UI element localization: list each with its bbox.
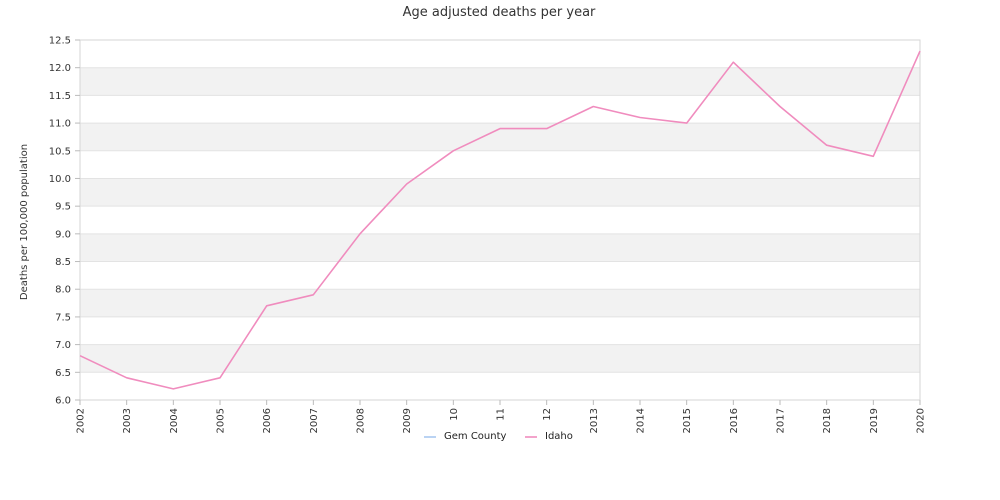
legend: Gem County Idaho	[424, 431, 573, 442]
x-tick-label: 2016	[729, 408, 740, 433]
grid-band	[80, 344, 920, 373]
y-tick-label: 9.5	[55, 202, 71, 213]
grid-band	[80, 206, 920, 234]
y-tick-label: 8.5	[55, 257, 71, 268]
grid-band	[80, 289, 920, 317]
grid-band	[80, 372, 920, 400]
x-tick-label: 2020	[916, 408, 927, 433]
x-tick-label: 2008	[356, 408, 367, 433]
x-tick-label: 2002	[76, 408, 87, 433]
x-tick-label: 2015	[682, 408, 693, 433]
y-tick-label: 7.5	[55, 312, 71, 323]
grid-band	[80, 178, 920, 207]
y-tick-label: 7.0	[55, 340, 71, 351]
chart-title: Age adjusted deaths per year	[403, 5, 596, 20]
x-tick-label: 2009	[402, 408, 413, 433]
y-axis-label: Deaths per 100,000 population	[19, 144, 30, 300]
grid-band	[80, 233, 920, 262]
y-tick-label: 8.0	[55, 285, 71, 296]
y-tick-label: 6.5	[55, 368, 71, 379]
x-tick-label: 11	[496, 408, 507, 421]
legend-label: Idaho	[545, 431, 573, 442]
grid-band	[80, 95, 920, 124]
legend-item-idaho[interactable]: Idaho	[525, 431, 573, 442]
legend-label: Gem County	[444, 431, 507, 442]
x-tick-label: 2018	[822, 408, 833, 433]
y-tick-label: 11.0	[49, 119, 71, 130]
x-tick-label: 10	[449, 408, 460, 421]
y-tick-label: 11.5	[49, 91, 71, 102]
y-tick-label: 12.0	[49, 63, 71, 74]
x-axis-ticks: 2002 2003 2004 2005 2006 2007 2008 2009 10 11 12 20…	[76, 400, 927, 433]
grid-band	[80, 67, 920, 96]
x-tick-label: 12	[542, 408, 553, 421]
y-tick-label: 10.5	[49, 146, 71, 157]
y-tick-label: 6.0	[55, 396, 71, 407]
grid-band	[80, 123, 920, 151]
x-tick-label: 2017	[776, 408, 787, 433]
x-tick-label: 2006	[262, 408, 273, 433]
y-axis-ticks: 6.0 6.5 7.0 7.5 8.0 8.5 9.0 9.5 10.0 10.5 11.0 11.5…	[49, 36, 80, 407]
y-tick-label: 10.0	[49, 174, 71, 185]
y-tick-label: 12.5	[49, 36, 71, 47]
grid-band	[80, 261, 920, 290]
grid-bands	[80, 40, 920, 400]
x-tick-label: 2005	[216, 408, 227, 433]
series-line-idaho	[79, 50, 921, 390]
y-tick-label: 9.0	[55, 229, 71, 240]
x-tick-label: 2004	[169, 408, 180, 433]
series-lines	[79, 50, 921, 390]
grid-band	[80, 316, 920, 345]
grid-band	[80, 150, 920, 179]
grid-band	[80, 40, 920, 68]
x-tick-label: 2007	[309, 408, 320, 433]
x-tick-label: 2019	[869, 408, 880, 433]
x-tick-label: 2014	[636, 408, 647, 433]
legend-item-gem-county[interactable]: Gem County	[424, 431, 507, 442]
x-tick-label: 2003	[122, 408, 133, 433]
x-tick-label: 2013	[589, 408, 600, 433]
